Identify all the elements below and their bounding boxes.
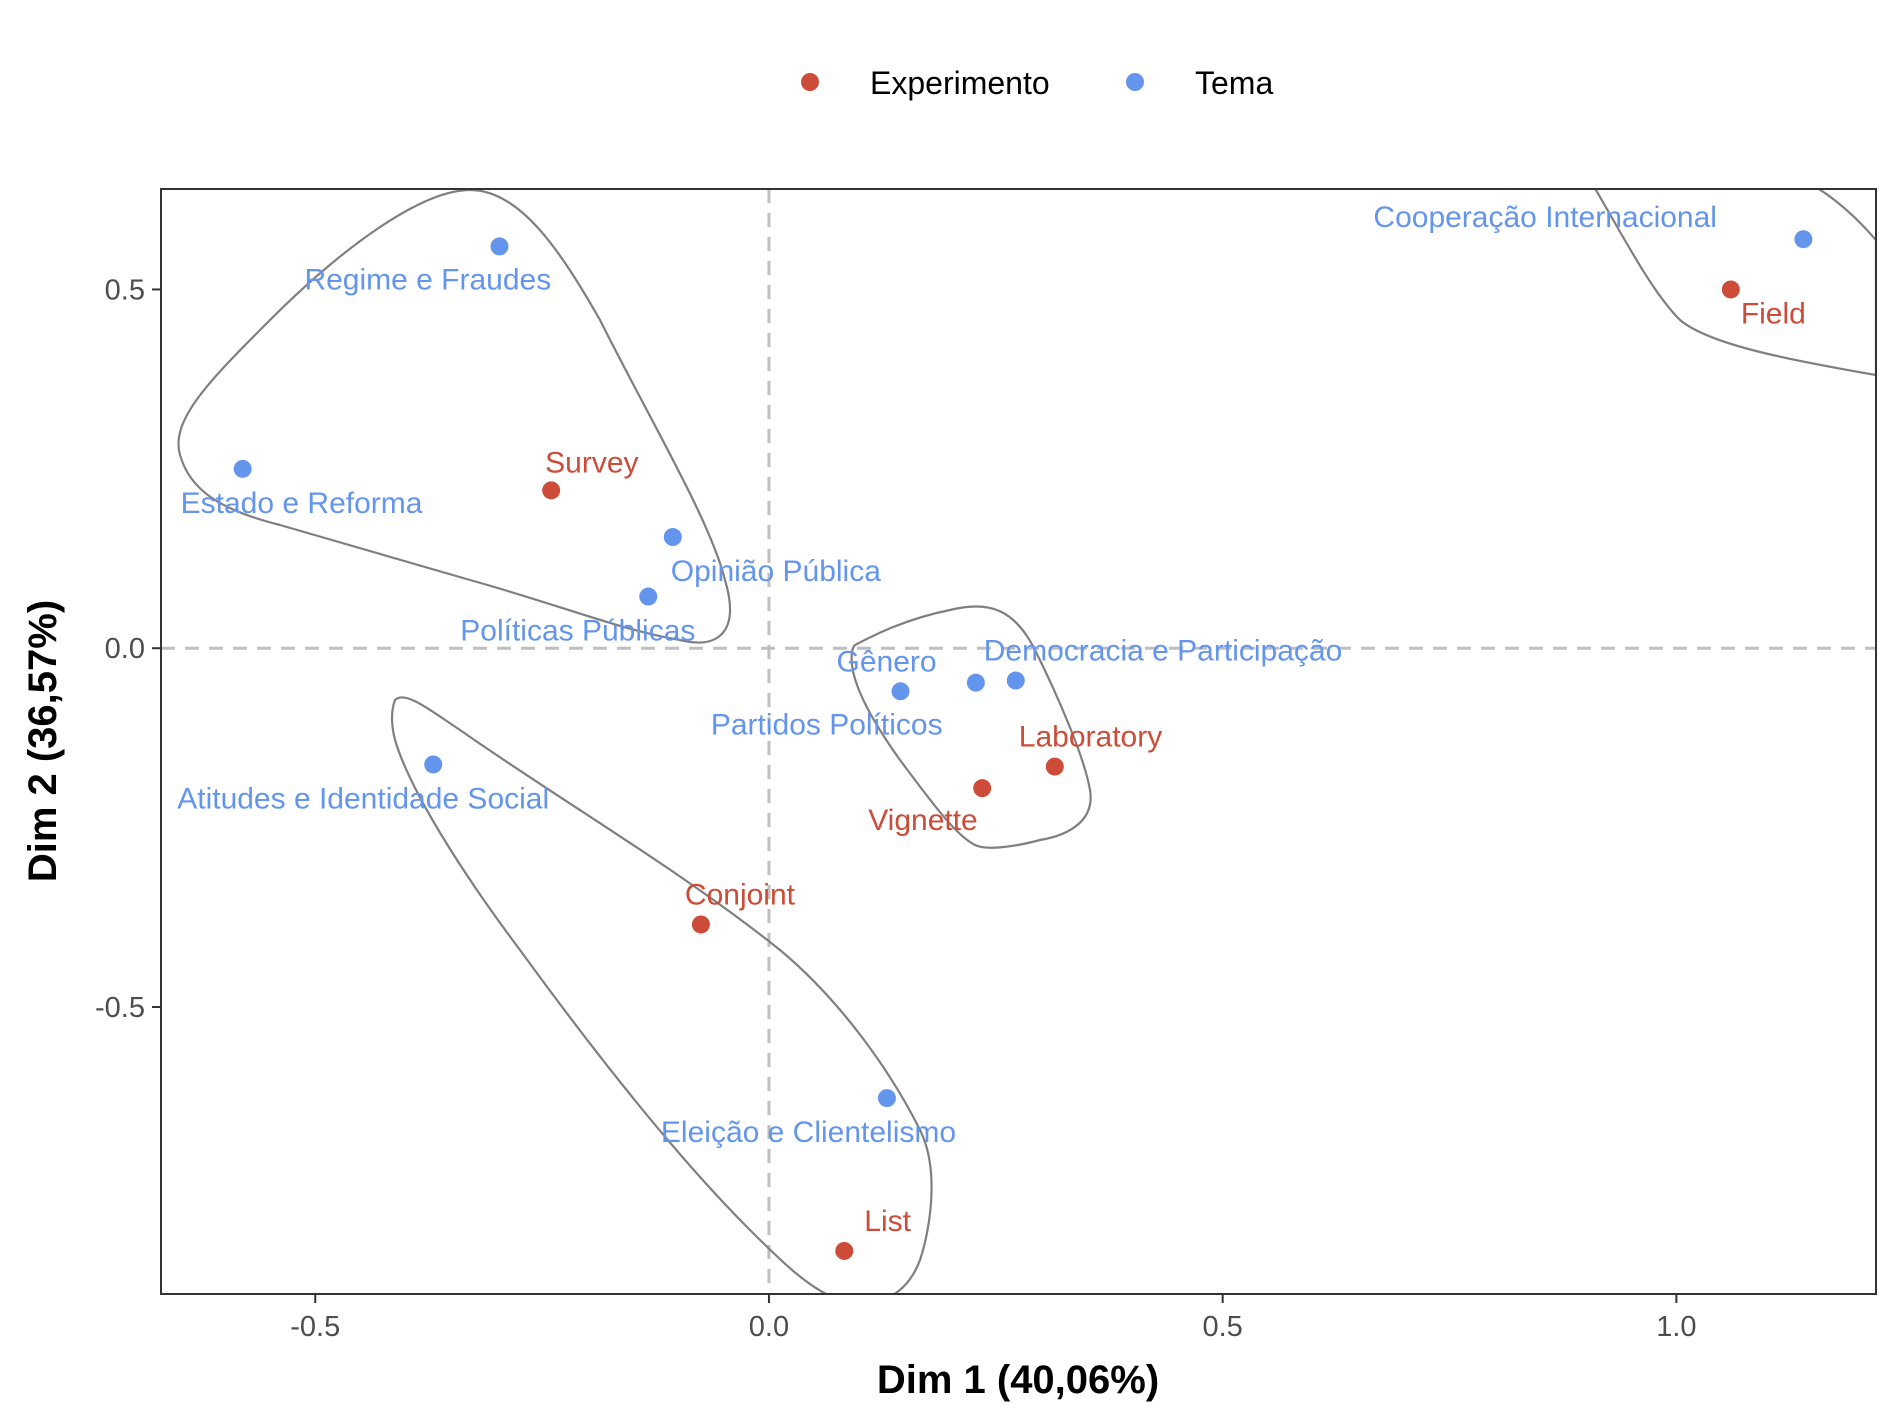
point-estado-e-reforma bbox=[233, 459, 252, 478]
x-axis: -0.5 0.0 0.5 1.0 bbox=[290, 1294, 1697, 1343]
point-cooperacao-internacional bbox=[1794, 230, 1813, 249]
label-estado-e-reforma: Estado e Reforma bbox=[181, 487, 423, 520]
legend-label-experimento: Experimento bbox=[870, 65, 1050, 101]
point-partidos-politicos bbox=[966, 673, 985, 692]
point-laboratory bbox=[1045, 757, 1064, 776]
legend-key-tema bbox=[1126, 73, 1144, 91]
label-opiniao-publica: Opinião Pública bbox=[671, 555, 881, 588]
panel-background bbox=[161, 189, 1876, 1294]
label-atitudes-e-identidade-social: Atitudes e Identidade Social bbox=[177, 782, 549, 815]
x-tick-label: 0.5 bbox=[1203, 1311, 1243, 1343]
point-conjoint bbox=[691, 915, 710, 934]
x-tick-label: -0.5 bbox=[290, 1311, 340, 1343]
label-democracia-e-participacao: Democracia e Participação bbox=[984, 635, 1343, 668]
label-eleicao-e-clientelismo: Eleição e Clientelismo bbox=[661, 1116, 956, 1149]
plot-panel: Field Survey Laboratory Vignette Conjoint Lis… bbox=[160, 188, 1877, 1295]
data-points bbox=[233, 230, 1813, 1260]
label-conjoint: Conjoint bbox=[685, 878, 796, 911]
label-cooperacao-internacional: Cooperação Internacional bbox=[1373, 201, 1717, 234]
y-axis-title: Dim 2 (36,57%) bbox=[21, 600, 65, 882]
label-regime-e-fraudes: Regime e Fraudes bbox=[304, 263, 551, 296]
point-field bbox=[1721, 280, 1740, 299]
y-tick-label: -0.5 bbox=[95, 992, 145, 1024]
panel-border bbox=[160, 188, 1877, 1295]
legend-label-tema: Tema bbox=[1195, 65, 1273, 101]
hull-laboratory-cluster bbox=[850, 605, 1092, 849]
label-politicas-publicas: Políticas Públicas bbox=[460, 615, 695, 648]
label-vignette: Vignette bbox=[868, 804, 978, 837]
point-list bbox=[835, 1241, 854, 1260]
y-tick-label: 0.0 bbox=[105, 633, 145, 665]
point-vignette bbox=[973, 779, 992, 798]
hull-survey-cluster bbox=[177, 189, 732, 644]
point-survey bbox=[542, 481, 561, 500]
legend-key-experimento bbox=[801, 73, 819, 91]
label-laboratory: Laboratory bbox=[1019, 721, 1162, 754]
y-tick-label: 0.5 bbox=[105, 274, 145, 306]
point-atitudes-e-identidade-social bbox=[424, 755, 443, 774]
label-survey: Survey bbox=[545, 446, 638, 479]
label-partidos-politicos: Partidos Políticos bbox=[711, 709, 943, 742]
hull-conjoint-cluster bbox=[390, 696, 933, 1294]
point-politicas-publicas bbox=[639, 587, 658, 606]
point-democracia-e-participacao bbox=[1006, 671, 1025, 690]
x-tick-label: 1.0 bbox=[1656, 1311, 1696, 1343]
y-axis: -0.5 0.0 0.5 bbox=[95, 274, 161, 1024]
label-list: List bbox=[864, 1205, 911, 1238]
x-tick-label: 0.0 bbox=[749, 1311, 789, 1343]
cluster-hulls bbox=[177, 189, 1876, 1294]
label-field: Field bbox=[1741, 297, 1806, 330]
label-genero: Gênero bbox=[837, 645, 937, 678]
legend: Experimento Tema bbox=[801, 65, 1273, 101]
point-labels: Field Survey Laboratory Vignette Conjoint Lis… bbox=[177, 201, 1806, 1238]
point-genero bbox=[891, 682, 910, 701]
point-eleicao-e-clientelismo bbox=[877, 1089, 896, 1108]
point-regime-e-fraudes bbox=[490, 237, 509, 256]
x-axis-title: Dim 1 (40,06%) bbox=[877, 1358, 1159, 1402]
point-opiniao-publica bbox=[663, 528, 682, 547]
